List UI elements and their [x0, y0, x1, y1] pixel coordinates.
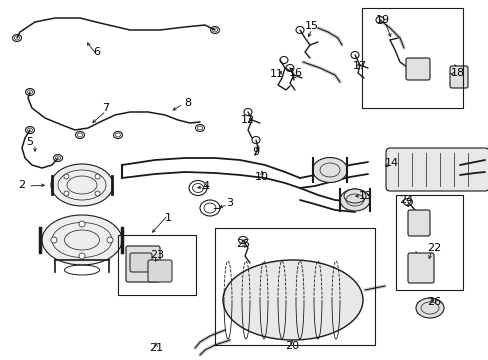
FancyBboxPatch shape: [385, 148, 488, 191]
FancyBboxPatch shape: [126, 246, 160, 282]
Text: 1: 1: [164, 213, 171, 223]
FancyBboxPatch shape: [449, 66, 467, 88]
Ellipse shape: [415, 298, 443, 318]
Text: 5: 5: [26, 137, 34, 147]
FancyBboxPatch shape: [407, 210, 429, 236]
FancyBboxPatch shape: [405, 58, 429, 80]
Ellipse shape: [42, 215, 122, 265]
Ellipse shape: [343, 189, 365, 203]
Text: 7: 7: [102, 103, 109, 113]
Text: 22: 22: [426, 243, 440, 253]
Ellipse shape: [339, 189, 369, 211]
Text: 13: 13: [358, 191, 372, 201]
Ellipse shape: [64, 191, 69, 196]
Text: 6: 6: [93, 47, 101, 57]
Bar: [215, 228, 374, 345]
Text: 4: 4: [202, 181, 209, 191]
Ellipse shape: [107, 237, 113, 243]
Bar: [118, 235, 196, 295]
Text: 11: 11: [269, 69, 284, 79]
Text: 25: 25: [235, 239, 249, 249]
Text: 20: 20: [285, 341, 299, 351]
FancyBboxPatch shape: [148, 260, 172, 282]
Text: 2: 2: [19, 180, 25, 190]
Text: 18: 18: [450, 68, 464, 78]
Text: 19: 19: [375, 15, 389, 25]
Ellipse shape: [223, 260, 362, 340]
Text: 8: 8: [184, 98, 191, 108]
Text: 10: 10: [254, 172, 268, 182]
Text: 16: 16: [288, 68, 303, 78]
Ellipse shape: [64, 174, 69, 179]
FancyBboxPatch shape: [407, 253, 433, 283]
Ellipse shape: [51, 164, 113, 206]
Text: 15: 15: [305, 21, 318, 31]
Text: 3: 3: [226, 198, 233, 208]
Text: 17: 17: [352, 61, 366, 71]
Text: 26: 26: [426, 297, 440, 307]
Text: 14: 14: [384, 158, 398, 168]
Ellipse shape: [79, 221, 85, 227]
Text: 24: 24: [398, 195, 412, 205]
FancyBboxPatch shape: [130, 253, 152, 272]
Ellipse shape: [312, 158, 347, 183]
Text: 12: 12: [241, 115, 255, 125]
Text: 21: 21: [149, 343, 163, 353]
Text: 9: 9: [252, 147, 259, 157]
Bar: [395, 195, 462, 290]
Text: 23: 23: [150, 250, 164, 260]
Ellipse shape: [95, 174, 100, 179]
Ellipse shape: [79, 253, 85, 259]
Ellipse shape: [95, 191, 100, 196]
Ellipse shape: [51, 237, 57, 243]
Bar: [361, 8, 462, 108]
